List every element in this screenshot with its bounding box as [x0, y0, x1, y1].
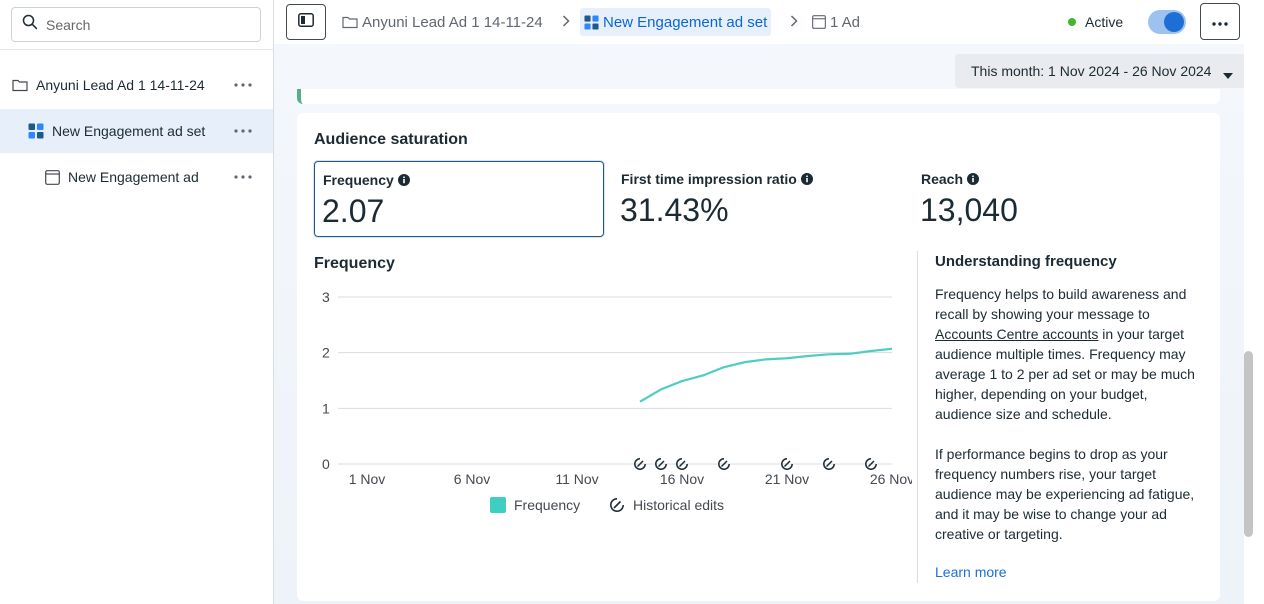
breadcrumb-label: 1 Ad: [830, 13, 861, 31]
folder-icon: [12, 78, 28, 92]
x-tick-label: 6 Nov: [454, 471, 491, 487]
info-icon[interactable]: [397, 174, 410, 186]
legend-swatch: [490, 497, 506, 513]
toggle-knob: [1164, 12, 1184, 32]
sidebar-panel-icon: [298, 12, 314, 32]
sidebar-item-adset[interactable]: New Engagement ad set: [0, 109, 273, 153]
more-options-icon[interactable]: [234, 155, 252, 199]
info-title: Understanding frequency: [935, 253, 1117, 270]
breadcrumb-ad[interactable]: 1 Ad: [812, 8, 860, 36]
breadcrumb-adset[interactable]: New Engagement ad set: [580, 8, 772, 36]
historical-edit-marker-icon: [781, 458, 793, 470]
adset-grid-icon: [584, 14, 599, 30]
frequency-series-line: [639, 347, 893, 403]
sidebar: Anyuni Lead Ad 1 14-11-24 New Engagement…: [0, 0, 274, 604]
sidebar-item-ad[interactable]: New Engagement ad: [0, 155, 273, 199]
scrollbar-thumb[interactable]: [1244, 351, 1253, 537]
chevron-right-icon: [562, 14, 570, 33]
adset-grid-icon: [28, 123, 44, 139]
search-icon: [22, 14, 38, 35]
y-tick-label: 2: [322, 345, 330, 361]
frequency-chart: 0 1 2 3 1 Nov 6 Nov 11 Nov 16 Nov 21 Nov 26 Nov: [322, 289, 912, 487]
ad-icon: [45, 169, 60, 185]
more-options-icon[interactable]: [234, 63, 252, 107]
x-tick-label: 26 Nov: [870, 471, 912, 487]
metric-label: Reach: [921, 171, 964, 187]
card-title: Audience saturation: [314, 131, 468, 148]
y-tick-label: 3: [322, 289, 330, 305]
learn-more-link[interactable]: Learn more: [935, 564, 1007, 580]
folder-icon: [342, 15, 358, 29]
sidebar-item-label: Anyuni Lead Ad 1 14-11-24: [36, 77, 205, 93]
previous-card-edge: [297, 89, 1220, 104]
y-tick-label: 1: [322, 400, 330, 416]
x-tick-label: 1 Nov: [349, 471, 386, 487]
sidebar-divider: [0, 49, 273, 50]
status-label: Active: [1085, 14, 1124, 30]
x-tick-label: 16 Nov: [660, 471, 704, 487]
historical-edit-marker-icon: [676, 458, 688, 470]
info-paragraph-1: Frequency helps to build awareness and r…: [935, 284, 1203, 424]
more-horizontal-icon: [1212, 13, 1228, 31]
info-text-after: in your target audience multiple times. …: [935, 326, 1195, 422]
metric-label: First time impression ratio: [621, 171, 797, 187]
historical-edit-marker-icon: [718, 458, 730, 470]
info-icon[interactable]: [800, 173, 813, 185]
active-toggle[interactable]: [1148, 10, 1186, 34]
audience-saturation-card: Audience saturation Frequency 2.07 First…: [297, 113, 1220, 601]
info-text-before: Frequency helps to build awareness and r…: [935, 286, 1187, 322]
sidebar-item-label: New Engagement ad: [68, 169, 199, 185]
metric-value: 13,040: [920, 192, 1018, 228]
ad-icon: [812, 15, 826, 29]
toggle-panel-button[interactable]: [286, 4, 326, 40]
chart-title: Frequency: [314, 255, 395, 272]
metric-first-time-impression-ratio[interactable]: First time impression ratio 31.43%: [613, 161, 903, 237]
active-status-dot: [1068, 18, 1076, 26]
legend-label: Frequency: [514, 497, 581, 513]
metric-value: 2.07: [322, 193, 385, 229]
breadcrumb-label: New Engagement ad set: [603, 13, 768, 31]
historical-edit-marker-icon: [634, 458, 646, 470]
chevron-right-icon: [790, 14, 798, 33]
status-indicator: Active: [1068, 14, 1123, 30]
legend-item-historical-edits[interactable]: Historical edits: [609, 497, 724, 513]
historical-edit-marker-icon: [865, 458, 877, 470]
x-tick-label: 21 Nov: [765, 471, 809, 487]
historical-edit-marker-icon: [655, 458, 667, 470]
accounts-centre-link[interactable]: Accounts Centre accounts: [935, 326, 1099, 342]
breadcrumb-campaign[interactable]: Anyuni Lead Ad 1 14-11-24: [342, 8, 543, 36]
main-content: This month: 1 Nov 2024 - 26 Nov 2024 Aud…: [274, 44, 1246, 604]
sidebar-item-label: New Engagement ad set: [52, 123, 206, 139]
understanding-frequency-panel: Understanding frequency Frequency helps …: [935, 253, 1203, 582]
historical-edit-marker-icon: [823, 458, 835, 470]
search-box[interactable]: [11, 7, 261, 42]
historical-edit-icon: [609, 497, 625, 513]
legend-item-frequency[interactable]: Frequency: [490, 497, 580, 513]
metric-frequency[interactable]: Frequency 2.07: [314, 161, 604, 237]
breadcrumb-label: Anyuni Lead Ad 1 14-11-24: [362, 13, 543, 31]
sidebar-item-campaign[interactable]: Anyuni Lead Ad 1 14-11-24: [0, 63, 273, 107]
more-actions-button[interactable]: [1200, 3, 1240, 40]
top-bar: Anyuni Lead Ad 1 14-11-24 New Engagement…: [274, 0, 1264, 44]
info-icon[interactable]: [967, 173, 980, 185]
info-paragraph-2: If performance begins to drop as your fr…: [935, 446, 1195, 542]
caret-down-icon: [1222, 67, 1234, 83]
y-tick-label: 0: [322, 456, 330, 472]
date-range-picker[interactable]: This month: 1 Nov 2024 - 26 Nov 2024: [955, 54, 1246, 88]
more-options-icon[interactable]: [234, 109, 252, 153]
legend-label: Historical edits: [633, 497, 725, 513]
search-input[interactable]: [46, 16, 246, 33]
metric-label: Frequency: [323, 172, 394, 188]
metric-reach[interactable]: Reach 13,040: [913, 161, 1203, 237]
metric-value: 31.43%: [620, 192, 729, 228]
vertical-divider: [917, 251, 918, 583]
page-scrollbar[interactable]: [1244, 44, 1264, 604]
x-tick-label: 11 Nov: [555, 471, 598, 487]
date-range-label: This month: 1 Nov 2024 - 26 Nov 2024: [971, 63, 1212, 79]
